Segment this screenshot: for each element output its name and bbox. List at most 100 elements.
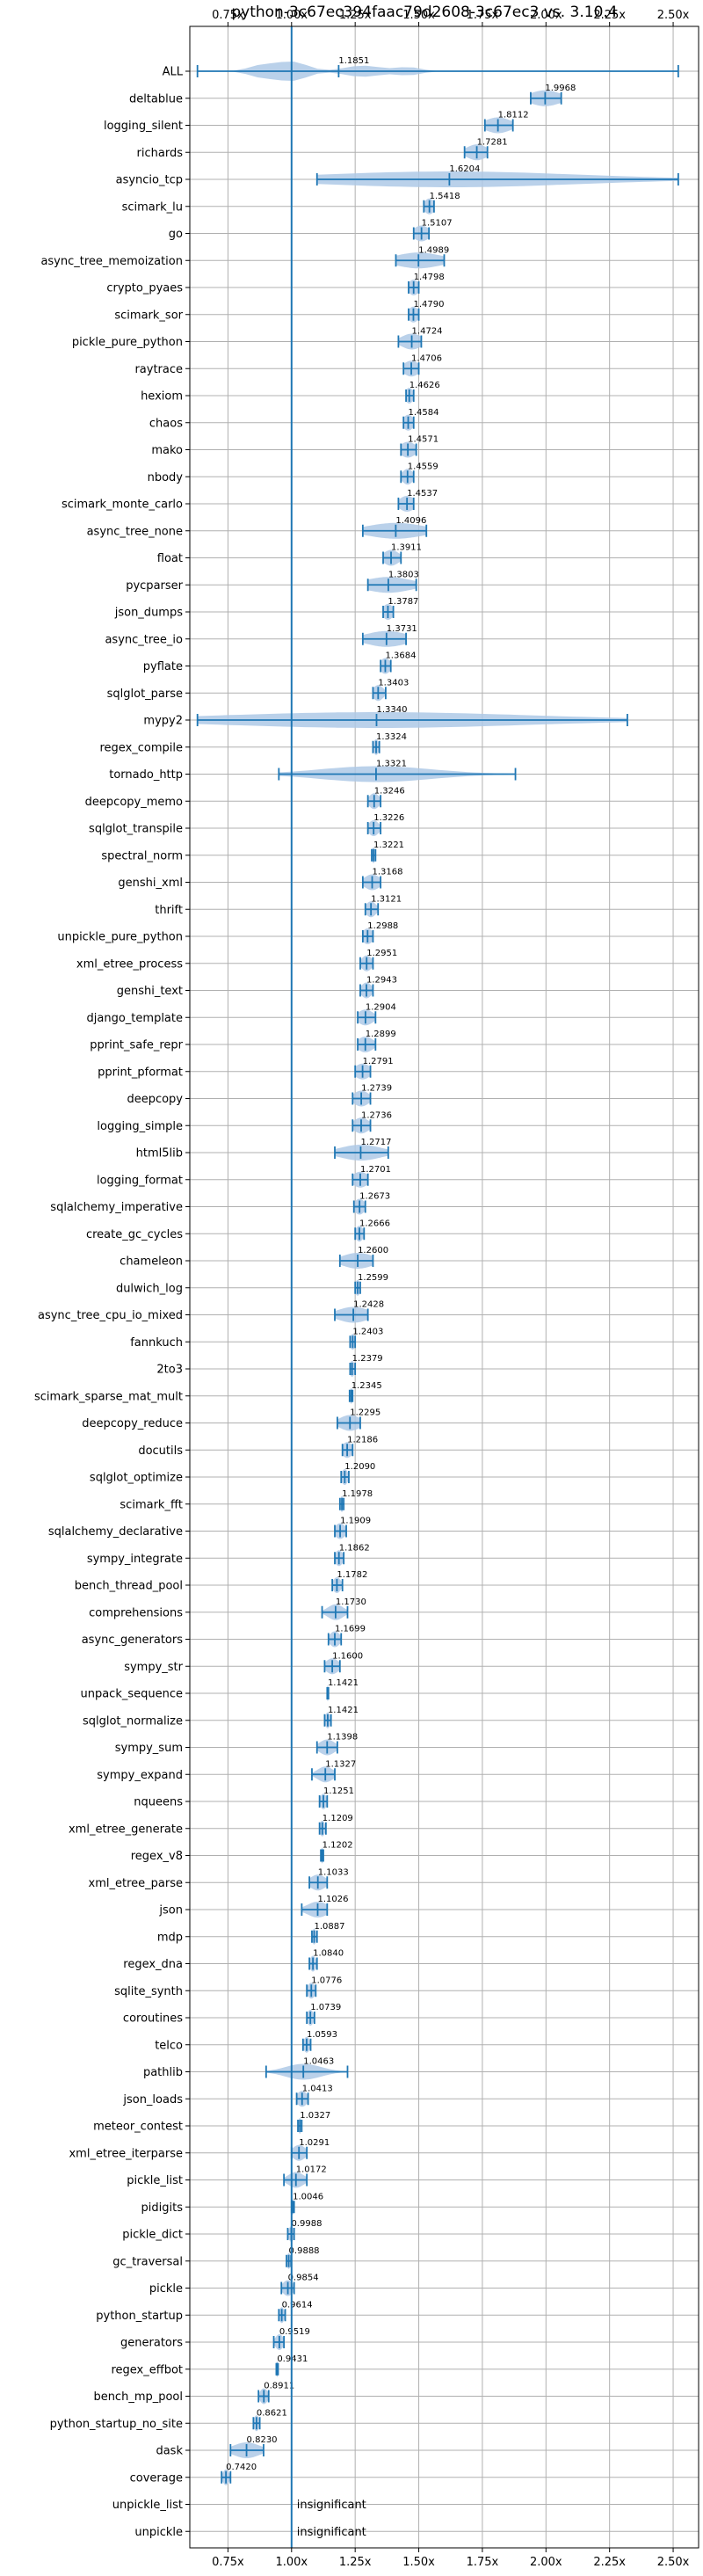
x-tick-label: 2.25x	[593, 9, 626, 22]
benchmark-violin-group: 1.2904	[357, 1002, 396, 1026]
value-label: 1.2090	[344, 1462, 375, 1472]
benchmark-label: pidigits	[141, 2201, 184, 2215]
value-label: 1.0840	[313, 1949, 344, 1959]
benchmark-violin-group: 1.4989	[395, 245, 449, 269]
benchmark-violin-group: 1.3321	[278, 760, 517, 782]
benchmark-violin-group: 1.1327	[311, 1759, 356, 1783]
benchmark-label: scimark_fft	[120, 1498, 183, 1511]
value-label: 1.3324	[376, 732, 407, 742]
benchmark-label: scimark_lu	[122, 200, 183, 214]
benchmark-label: xml_etree_iterparse	[69, 2147, 183, 2160]
benchmark-label: telco	[155, 2039, 183, 2052]
benchmark-violin-group: 1.1978	[338, 1489, 373, 1512]
benchmark-violin-group: 1.2943	[359, 976, 397, 999]
benchmark-violin-group: 1.1421	[326, 1678, 359, 1701]
benchmark-violin-group: 1.2345	[348, 1381, 382, 1404]
benchmark-label: sympy_expand	[97, 1769, 183, 1782]
value-label: 1.4790	[413, 300, 444, 309]
benchmark-label: unpack_sequence	[80, 1688, 183, 1701]
x-tick-label: 1.00x	[275, 9, 308, 22]
benchmark-label: richards	[137, 147, 184, 160]
benchmark-violin-group: 1.0840	[308, 1949, 344, 1972]
value-label: 1.3121	[371, 894, 402, 904]
benchmark-label: regex_effbot	[111, 2363, 183, 2376]
benchmark-label: deepcopy_memo	[85, 796, 183, 809]
benchmark-violin-group: 1.1421	[323, 1706, 359, 1728]
benchmark-violin-group: 0.9519	[272, 2327, 310, 2350]
value-label: 1.4096	[395, 516, 426, 526]
value-label: 1.1398	[327, 1733, 358, 1743]
value-label: 1.1782	[337, 1570, 367, 1580]
benchmark-label: xml_etree_generate	[69, 1823, 183, 1836]
benchmark-violin-group: 1.0046	[290, 2192, 323, 2216]
benchmark-label: python_startup_no_site	[50, 2418, 183, 2431]
benchmark-violin-group: 1.2673	[352, 1192, 390, 1215]
x-tick-label: 1.25x	[339, 2556, 372, 2569]
benchmark-violin-group: 1.0413	[295, 2084, 333, 2107]
benchmark-label: dulwich_log	[116, 1282, 183, 1295]
benchmark-label: unpickle	[134, 2526, 183, 2539]
benchmark-label: logging_format	[97, 1174, 183, 1187]
benchmark-label: float	[157, 552, 183, 565]
value-label: 1.1327	[325, 1759, 356, 1769]
benchmark-label: pickle_list	[127, 2174, 183, 2187]
value-label: 1.1978	[342, 1489, 373, 1499]
benchmark-violin-group: 1.3168	[361, 868, 403, 891]
value-label: 0.8911	[264, 2382, 294, 2391]
benchmark-label: pathlib	[143, 2066, 183, 2079]
x-tick-label: 2.25x	[593, 2556, 626, 2569]
benchmark-label: mako	[151, 444, 183, 457]
value-label: 1.2943	[366, 976, 397, 986]
benchmark-label: regex_dna	[123, 1958, 183, 1971]
benchmark-violin-group: 1.4706	[402, 353, 442, 377]
benchmark-label: scimark_monte_carlo	[62, 498, 183, 512]
benchmark-label: crypto_pyaes	[106, 282, 183, 295]
benchmark-label: pyflate	[143, 660, 183, 673]
value-label: 1.3911	[391, 543, 422, 553]
benchmark-violin-group: 1.2701	[352, 1165, 391, 1188]
value-label: 1.2428	[353, 1300, 384, 1310]
benchmark-violin-group: 1.3803	[366, 570, 419, 593]
benchmark-violin-group: 1.3121	[364, 894, 402, 918]
value-label: 1.2951	[366, 949, 397, 958]
value-label: 1.3221	[373, 840, 404, 850]
benchmark-violin-group: 1.2428	[334, 1300, 384, 1323]
benchmark-label: async_generators	[82, 1634, 184, 1647]
benchmark-violin-group: 1.0172	[283, 2165, 327, 2188]
value-label: 0.9519	[279, 2327, 310, 2337]
x-tick-label: 1.75x	[467, 9, 499, 22]
benchmark-violin-group: 1.3221	[371, 840, 404, 863]
value-label: 1.2345	[352, 1381, 382, 1391]
benchmark-label: sqlalchemy_imperative	[50, 1201, 183, 1214]
benchmark-violin-group: 0.7420	[221, 2463, 257, 2485]
value-label: 1.1209	[323, 1814, 353, 1823]
benchmark-label: regex_v8	[131, 1850, 183, 1863]
value-label: 0.9614	[282, 2300, 313, 2310]
benchmark-label: scimark_sparse_mat_mult	[34, 1390, 183, 1403]
value-label: 1.3168	[373, 868, 403, 877]
value-label: 1.1851	[338, 56, 369, 66]
benchmark-violin-group: 1.2295	[337, 1408, 380, 1431]
value-label: 1.3684	[385, 651, 416, 661]
value-label: 1.3226	[373, 813, 404, 823]
benchmark-label: 2to3	[156, 1364, 183, 1377]
benchmark-label: chameleon	[120, 1255, 183, 1269]
y-axis-labels: ALL deltablue logging_silent richards asynci…	[34, 66, 190, 2539]
benchmark-violin-group: 1.2600	[338, 1246, 388, 1269]
value-label: 1.4626	[409, 381, 440, 390]
benchmark-violin-group: 1.4537	[397, 489, 438, 512]
benchmark-label: thrift	[155, 904, 183, 917]
benchmark-label: sqlglot_transpile	[89, 823, 183, 836]
value-label: 1.4798	[414, 273, 445, 282]
benchmark-violin-group: 1.3324	[372, 732, 407, 755]
benchmark-label: mypy2	[143, 715, 183, 728]
grid-layer	[190, 26, 699, 2548]
x-tick-label: 1.50x	[402, 9, 435, 22]
benchmark-violin-group: 1.3340	[196, 705, 628, 728]
benchmark-label: pickle_pure_python	[72, 336, 183, 349]
benchmark-violin-group: 1.0463	[265, 2057, 349, 2080]
benchmark-label: coroutines	[123, 2012, 183, 2026]
value-label: 1.0776	[311, 1976, 342, 1985]
value-label: 1.0327	[300, 2111, 330, 2121]
